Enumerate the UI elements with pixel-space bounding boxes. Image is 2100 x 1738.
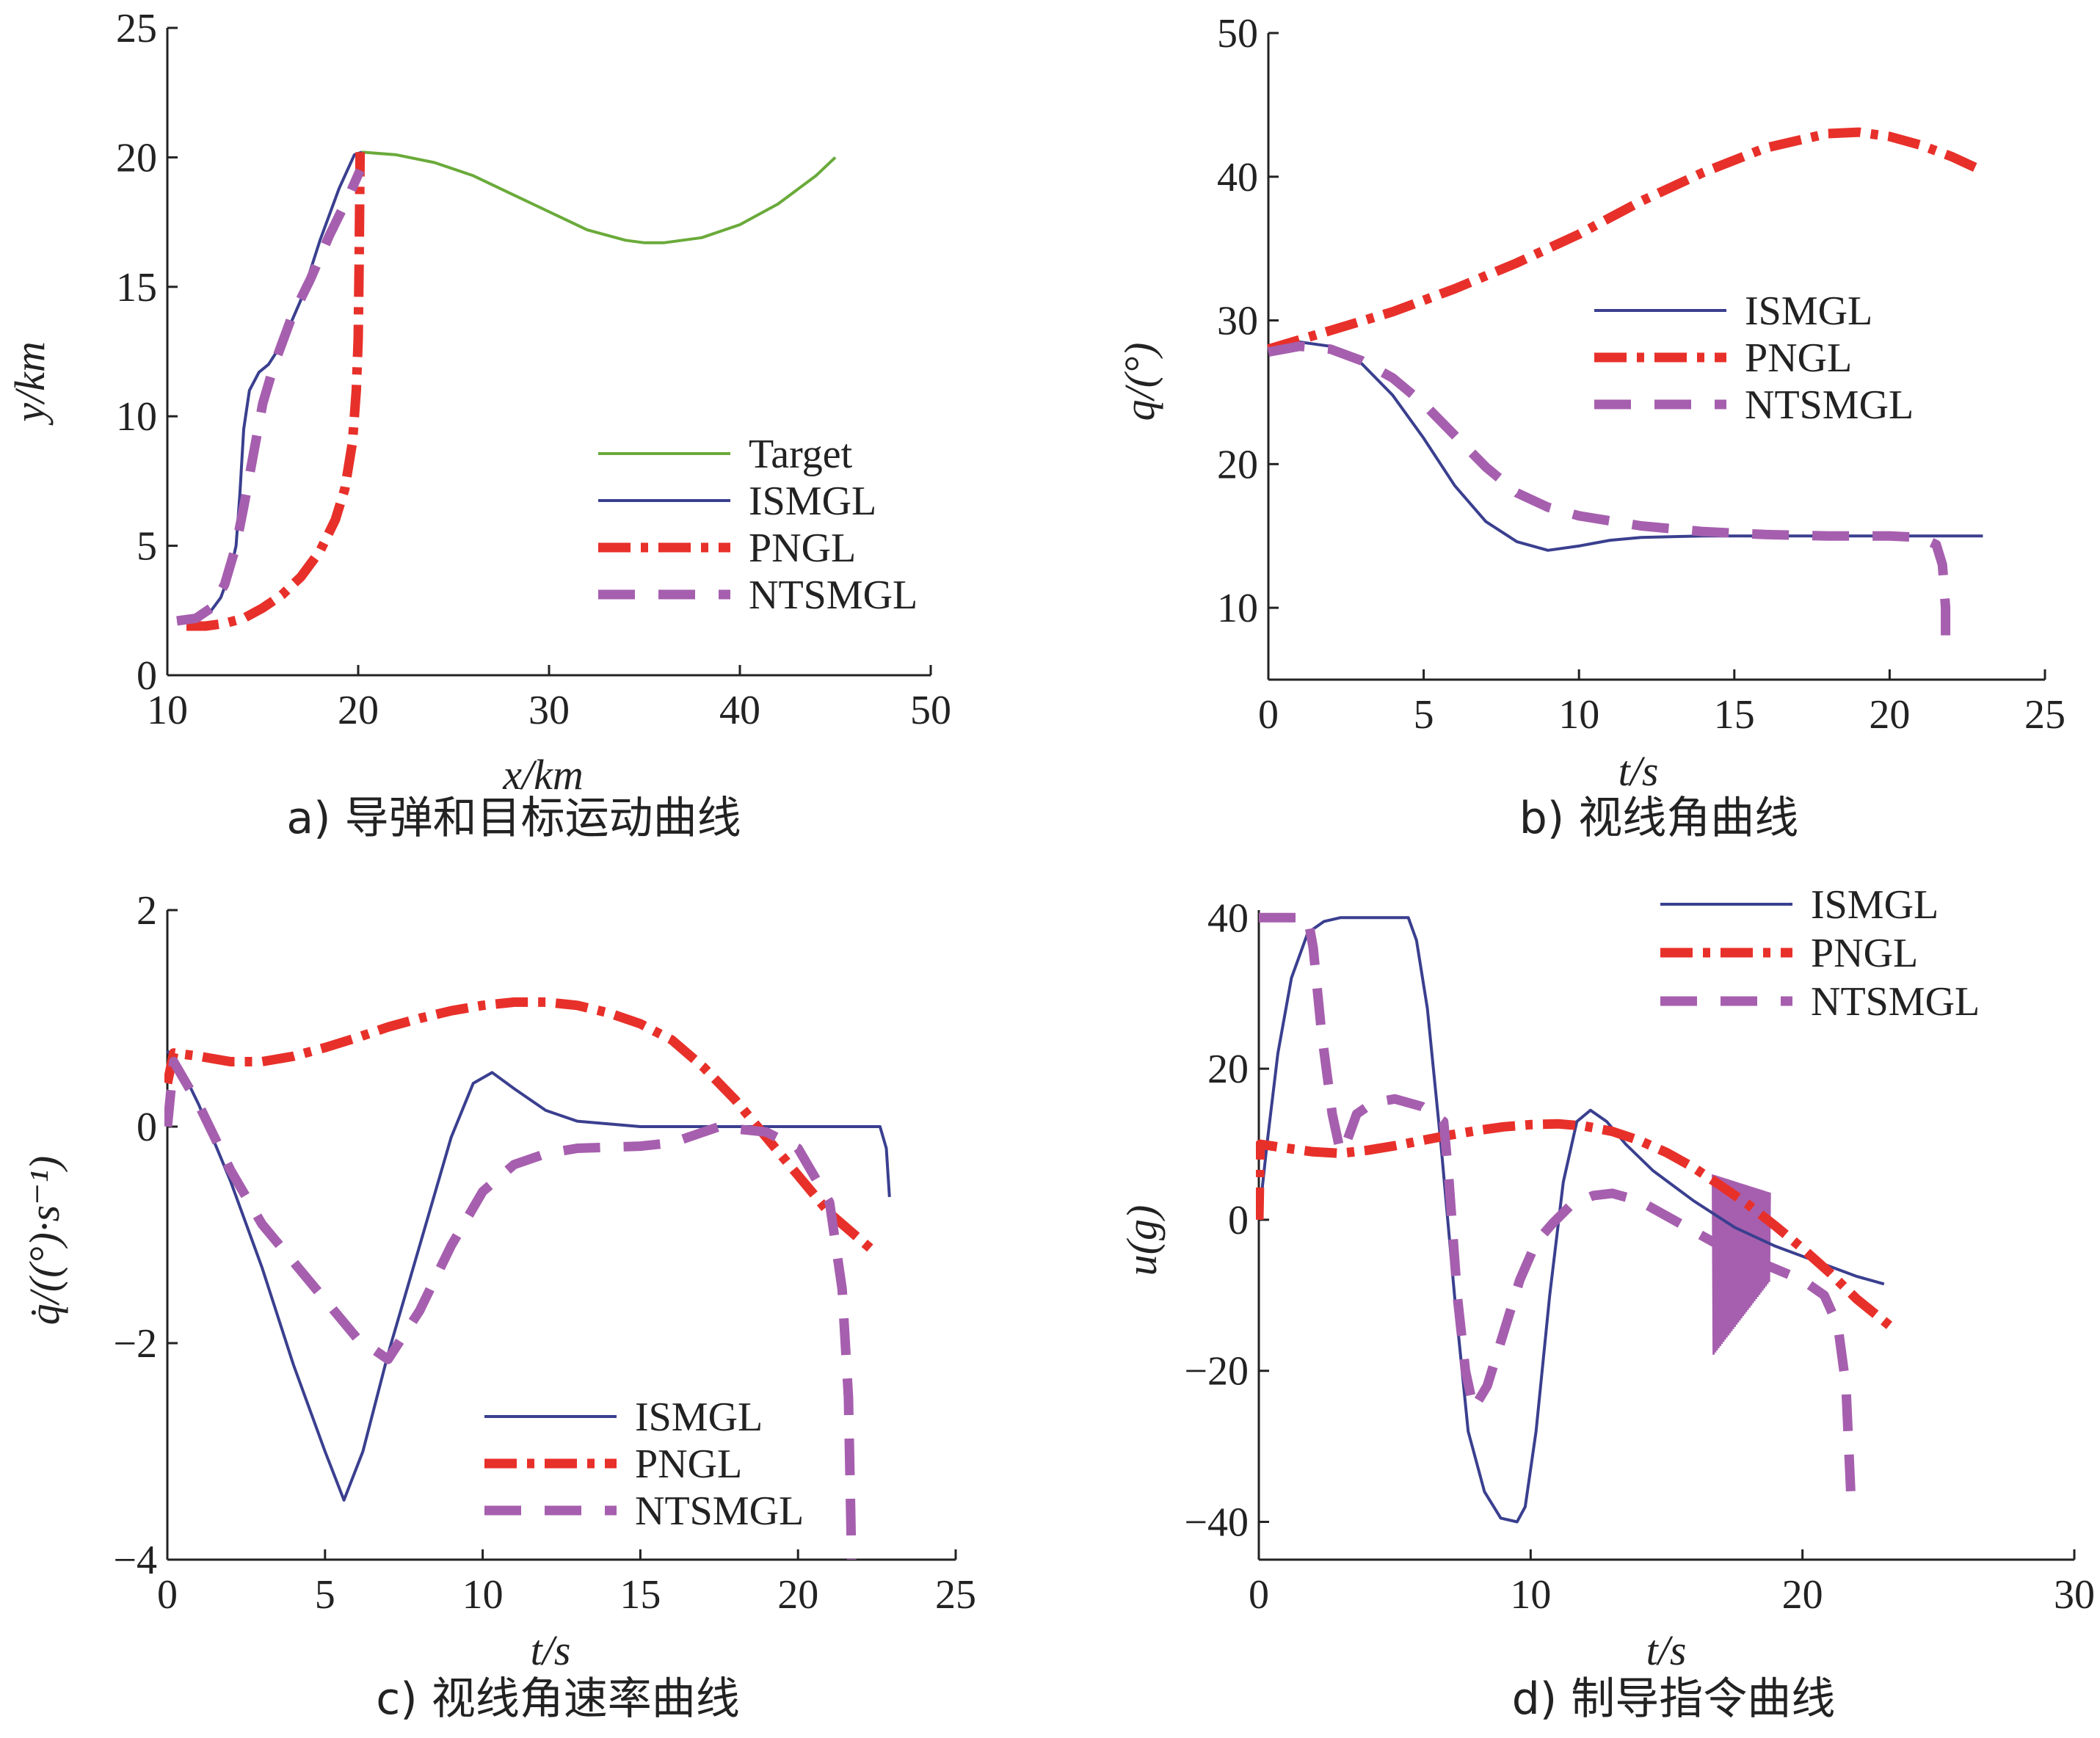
x-axis-label: t/s: [1618, 747, 1659, 795]
x-tick-label: 10: [1558, 692, 1599, 738]
y-tick-label: 0: [137, 1105, 157, 1150]
legend-label: PNGL: [1811, 931, 1918, 976]
chart-caption: b) 视线角曲线: [1519, 793, 1799, 844]
x-tick-label: 25: [935, 1572, 976, 1618]
y-tick-label: 25: [116, 6, 157, 51]
y-tick-label: −4: [113, 1538, 157, 1583]
series-line-ismgl: [177, 150, 363, 622]
legend-label: Target: [749, 432, 853, 477]
x-tick-label: 15: [1714, 692, 1755, 738]
y-tick-label: 2: [137, 888, 157, 934]
x-tick-label: 25: [2024, 692, 2066, 738]
series-line-pngl: [1267, 127, 1982, 354]
x-axis-label: t/s: [1646, 1626, 1687, 1674]
legend-label: ISMGL: [749, 479, 876, 524]
x-axis-label: x/km: [502, 751, 584, 799]
x-tick-label: 15: [620, 1572, 661, 1618]
y-tick-label: 20: [1217, 442, 1258, 487]
x-tick-label: 0: [1249, 1572, 1269, 1618]
x-tick-label: 0: [1258, 692, 1279, 738]
y-tick-label: −20: [1184, 1349, 1249, 1395]
chart-c: 0 5 10 15 20 25 −4 −2 0 2 t/s q̇/((°)·s⁻¹) c) 视线角速率曲…: [21, 888, 976, 1725]
y-tick-label: 10: [116, 394, 157, 440]
chart-b: 0 5 10 15 20 25 10 20 30 40 50 t/s q/(°) b) 视线角曲线 ISMG…: [1116, 11, 2066, 844]
x-tick-label: 30: [528, 688, 570, 733]
y-axis-label: q̇/((°)·s⁻¹): [21, 1156, 68, 1326]
series-line-ntsmgl: [1267, 341, 1951, 644]
x-tick-label: 20: [1869, 692, 1910, 738]
x-tick-label: 40: [719, 688, 760, 733]
legend-label: ISMGL: [1811, 882, 1939, 928]
x-tick-label: 5: [1414, 692, 1434, 738]
ntsmgl-chatter-band: [1712, 1174, 1771, 1355]
legend-label: PNGL: [635, 1441, 742, 1487]
legend-label: ISMGL: [635, 1395, 763, 1440]
y-tick-label: −40: [1184, 1500, 1249, 1546]
y-tick-label: 5: [137, 524, 157, 570]
chart-caption: a) 导弹和目标运动曲线: [286, 793, 741, 844]
y-tick-label: 50: [1217, 11, 1258, 57]
series-line-ismgl: [1257, 916, 1885, 1524]
x-tick-label: 30: [2054, 1572, 2095, 1618]
x-tick-label: 10: [462, 1572, 504, 1618]
series-line-ismgl: [166, 1050, 891, 1502]
y-tick-label: 30: [1217, 299, 1258, 344]
series-line-ismgl: [1268, 340, 1983, 552]
legend-label: NTSMGL: [749, 572, 918, 618]
y-tick-label: 15: [116, 265, 157, 310]
y-tick-label: 0: [137, 653, 157, 699]
x-tick-label: 0: [157, 1572, 178, 1618]
chart-caption: d) 制导指令曲线: [1512, 1673, 1836, 1725]
x-axis-label: t/s: [531, 1626, 571, 1674]
legend-label: NTSMGL: [1811, 979, 1980, 1025]
series-line-ntsmgl: [164, 1057, 857, 1560]
x-tick-label: 20: [1782, 1572, 1823, 1618]
y-axis-label: u(g): [1118, 1205, 1166, 1276]
y-tick-label: 10: [1217, 586, 1258, 631]
chart-d: 0 10 20 30 −40 −20 0 20 40 t/s u(g) d) 制导指令曲线 ISMGLP…: [1118, 882, 2095, 1725]
series-line-pngl: [186, 152, 366, 631]
y-tick-label: 0: [1228, 1198, 1249, 1243]
chart-a: 10 20 30 40 50 0 5 10 15 20 25 x/km y/km a) 导弹和目标运动曲线…: [6, 6, 951, 844]
x-tick-label: 10: [1510, 1572, 1551, 1618]
y-tick-label: 20: [1207, 1047, 1249, 1092]
y-axis-label: q/(°): [1116, 343, 1163, 421]
chart-caption: c) 视线角速率曲线: [376, 1673, 739, 1725]
y-tick-label: −2: [113, 1321, 157, 1367]
legend-label: NTSMGL: [635, 1488, 804, 1534]
legend-label: NTSMGL: [1745, 382, 1914, 428]
y-axis-label: y/km: [6, 341, 54, 426]
legend-label: PNGL: [749, 526, 856, 571]
y-tick-label: 40: [1207, 895, 1249, 941]
legend-label: ISMGL: [1745, 288, 1872, 334]
x-tick-label: 5: [315, 1572, 335, 1618]
x-tick-label: 50: [910, 688, 951, 733]
y-tick-label: 40: [1217, 155, 1258, 200]
x-tick-label: 20: [777, 1572, 818, 1618]
series-line-ntsmgl: [1259, 912, 1856, 1508]
series-line-target: [362, 150, 837, 244]
legend-label: PNGL: [1745, 335, 1852, 381]
series-line-pngl: [164, 997, 877, 1255]
x-tick-label: 10: [147, 688, 188, 733]
y-tick-label: 20: [116, 135, 157, 181]
series-line-ntsmgl: [176, 168, 365, 626]
x-tick-label: 20: [338, 688, 379, 733]
series-line-pngl: [1256, 1119, 1893, 1330]
